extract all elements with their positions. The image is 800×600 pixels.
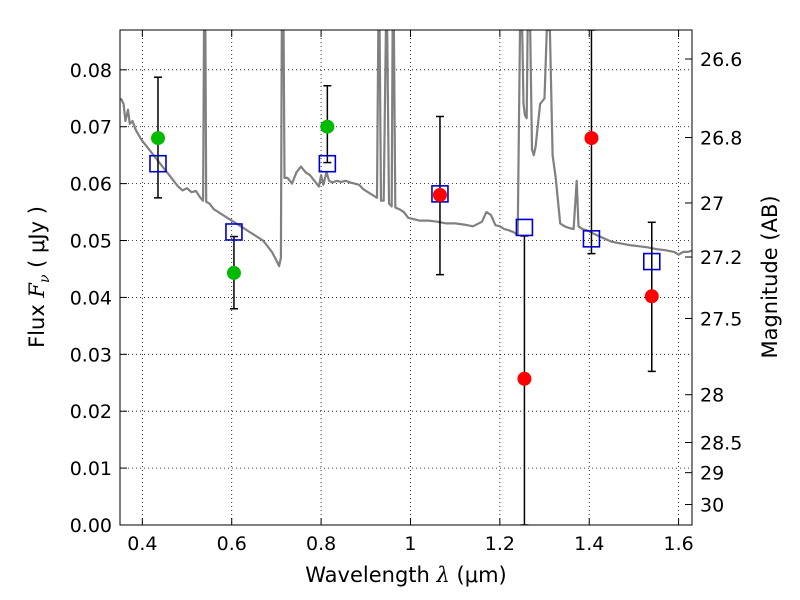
x-tick-label: 0.4 [127, 533, 157, 555]
y-tick-label: 0.05 [70, 231, 112, 253]
tick-layer: 0.4 0.6 0.8 1 1.2 1.4 1.6 0.00 0.01 0.02 0.03 0.04 0… [70, 30, 742, 555]
y-tick-label: 0.07 [70, 117, 112, 139]
model-photometry-square [225, 223, 243, 241]
model-photometry-square [642, 252, 661, 271]
model-photometry-square [515, 218, 534, 237]
x-tick-label: 0.6 [217, 533, 247, 555]
x-tick-label: 0.8 [306, 533, 336, 555]
y-axis-label: Flux Fν ( μJy ) [25, 206, 53, 348]
y-tick-label: 0.03 [70, 344, 112, 366]
y2-tick-label: 29 [700, 463, 724, 485]
y-tick-label: 0.08 [70, 60, 112, 82]
y-tick-label: 0.02 [70, 401, 112, 423]
photometry-point [644, 289, 659, 304]
photometry-point [320, 119, 335, 134]
y2-axis-label: Magnitude (AB) [758, 195, 782, 358]
model-photometry-square [318, 154, 337, 173]
y2-tick-label: 27.2 [700, 247, 742, 269]
y2-tick-label: 26.8 [700, 128, 742, 150]
spectrum-layer [120, 30, 692, 268]
y2-tick-label: 30 [700, 495, 724, 517]
photometry-points-layer [150, 119, 659, 386]
x-axis-label: Wavelength λ (μm) [305, 563, 506, 587]
x-tick-label: 1.2 [485, 533, 515, 555]
photometry-point [432, 188, 447, 202]
plot-frame [119, 29, 693, 526]
model-photometry-square [582, 230, 601, 248]
y2-tick-label: 27 [700, 193, 724, 215]
y2-tick-label: 28.5 [700, 433, 742, 455]
model-photometry-square [149, 154, 167, 173]
photometry-point [226, 265, 241, 280]
photometry-point [517, 371, 532, 386]
x-tick-label: 1.4 [574, 533, 604, 555]
x-tick-label: 1 [404, 533, 416, 555]
y-tick-label: 0.01 [70, 458, 112, 480]
y-tick-label: 0.04 [70, 287, 112, 309]
y-tick-label: 0.06 [70, 174, 112, 196]
model-spectrum-line [120, 30, 692, 268]
y2-tick-label: 27.5 [700, 308, 742, 330]
x-tick-label: 1.6 [663, 533, 693, 555]
photometry-point [584, 131, 599, 146]
y-tick-label: 0.00 [70, 515, 112, 537]
y2-tick-label: 28 [700, 385, 724, 407]
y2-tick-label: 26.6 [700, 49, 742, 71]
photometry-point [150, 131, 165, 146]
